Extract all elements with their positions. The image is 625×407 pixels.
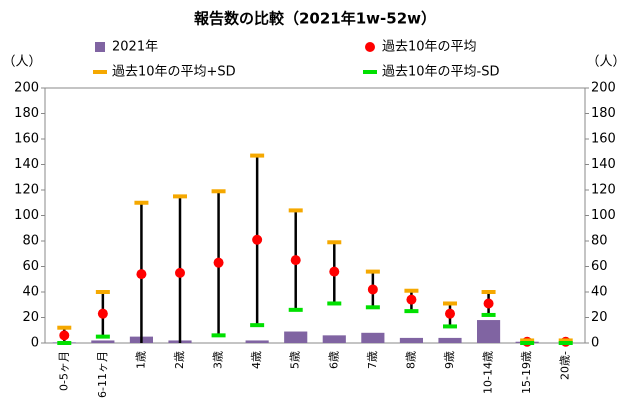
y-axis-label: （人） [2, 55, 41, 70]
y2-tick-label: 80 [591, 234, 608, 249]
bar [284, 331, 308, 343]
mean-marker [329, 266, 340, 277]
mean-marker [367, 284, 378, 295]
bar [91, 340, 115, 343]
x-tick-label: 10-14歳 [482, 351, 495, 394]
y-tick-label: 180 [14, 106, 39, 121]
bar [322, 335, 346, 343]
mean-marker [97, 308, 108, 319]
legend-label: 過去10年の平均+SD [112, 65, 236, 80]
y-tick-label: 40 [22, 285, 39, 300]
y-tick-label: 140 [14, 157, 39, 172]
x-tick-label: 8歳 [404, 351, 417, 369]
y2-axis-label: （人） [586, 55, 625, 70]
y-tick-label: 80 [22, 234, 39, 249]
x-tick-label: 1歳 [134, 351, 147, 369]
mean-marker [252, 234, 263, 245]
y2-tick-label: 0 [591, 336, 599, 351]
y2-tick-label: 200 [591, 81, 616, 96]
mean-marker [213, 257, 224, 268]
x-tick-label: 5歳 [289, 351, 302, 369]
x-tick-label: 6歳 [327, 351, 340, 369]
chart-title: 報告数の比較（2021年1w-52w） [194, 10, 436, 28]
plot-frame [44, 87, 586, 344]
y-tick-label: 120 [14, 183, 39, 198]
bar [361, 332, 385, 343]
y2-tick-label: 40 [591, 285, 608, 300]
y2-tick-label: 60 [591, 259, 608, 274]
x-tick-label: 0-5ヶ月 [57, 351, 70, 391]
bar [399, 337, 423, 343]
mean-marker [406, 294, 417, 305]
bar [477, 320, 501, 343]
mean-marker [445, 308, 455, 319]
mean-marker [59, 330, 70, 341]
x-tick-label: 2歳 [173, 351, 186, 369]
mean-marker [175, 267, 185, 278]
y-tick-label: 160 [14, 132, 39, 147]
x-tick-label: 20歳- [559, 351, 572, 380]
x-tick-label: 6-11ヶ月 [96, 351, 109, 398]
y2-tick-label: 140 [591, 157, 616, 172]
mean-marker [290, 255, 301, 266]
y2-tick-label: 180 [591, 106, 616, 121]
x-tick-label: 3歳 [212, 351, 225, 369]
y2-tick-label: 100 [591, 208, 616, 223]
legend-label: 過去10年の平均-SD [382, 65, 500, 80]
bar [245, 340, 269, 343]
legend-label: 過去10年の平均 [382, 40, 477, 55]
mean-marker [136, 269, 147, 280]
legend-label: 2021年 [112, 40, 158, 55]
legend-symbol [365, 42, 375, 52]
y2-tick-label: 160 [591, 132, 616, 147]
x-tick-label: 4歳 [250, 351, 263, 369]
y-tick-label: 100 [14, 208, 39, 223]
legend-symbol [95, 42, 105, 52]
x-tick-label: 15-19歳 [520, 351, 533, 394]
y2-tick-label: 120 [591, 183, 616, 198]
y-tick-label: 20 [22, 310, 39, 325]
y-tick-label: 0 [31, 336, 39, 351]
x-tick-label: 7歳 [366, 351, 379, 369]
mean-marker [483, 298, 494, 309]
y-tick-label: 60 [22, 259, 39, 274]
y-tick-label: 200 [14, 81, 39, 96]
x-tick-label: 9歳 [443, 351, 456, 369]
bar [438, 337, 462, 343]
y2-tick-label: 20 [591, 310, 608, 325]
